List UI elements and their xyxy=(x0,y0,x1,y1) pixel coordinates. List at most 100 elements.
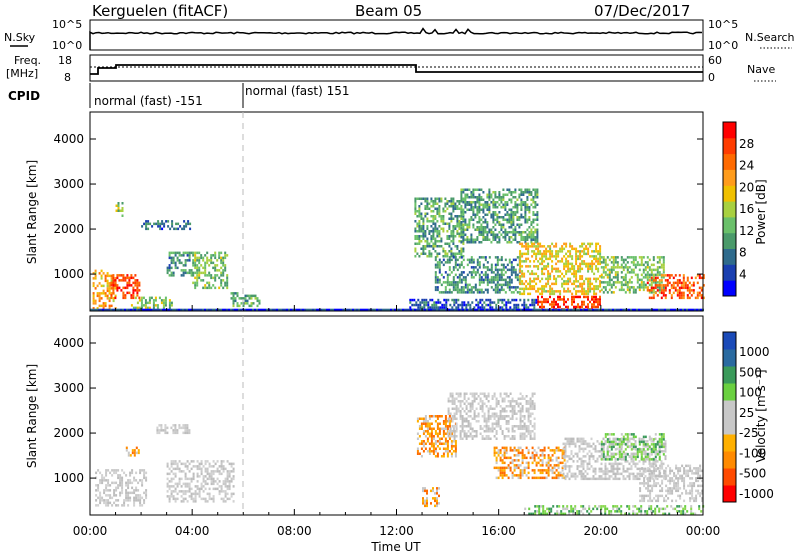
power-cell xyxy=(646,266,649,269)
power-cell xyxy=(480,223,483,226)
power-cell xyxy=(490,281,493,284)
power-cell xyxy=(130,274,133,277)
power-cell xyxy=(188,269,191,272)
velocity-cell xyxy=(200,482,203,486)
power-cell xyxy=(504,203,507,206)
velocity-cell xyxy=(497,476,500,480)
power-cell xyxy=(246,308,248,312)
power-cell xyxy=(561,285,564,288)
power-cell xyxy=(547,280,550,283)
power-cell xyxy=(507,298,510,302)
velocity-cell xyxy=(178,426,181,430)
power-cell xyxy=(531,255,534,258)
power-cell xyxy=(494,206,497,209)
velocity-cell xyxy=(438,415,441,418)
power-cell xyxy=(636,276,639,279)
velocity-cell xyxy=(632,462,635,466)
power-cell xyxy=(523,306,526,309)
power-cell xyxy=(216,259,219,262)
power-cell xyxy=(525,247,528,251)
velocity-cell xyxy=(618,457,621,461)
power-cell xyxy=(462,218,465,221)
power-cell xyxy=(426,308,428,312)
velocity-cell xyxy=(568,442,571,446)
power-cell xyxy=(600,261,603,264)
power-cell xyxy=(448,212,451,215)
velocity-cell xyxy=(451,435,454,438)
power-cell xyxy=(591,282,594,286)
power-cell xyxy=(533,285,536,288)
velocity-cell xyxy=(455,435,458,438)
power-cell xyxy=(640,278,643,282)
velocity-cell xyxy=(531,461,534,465)
velocity-cell xyxy=(99,481,102,485)
velocity-cell xyxy=(525,407,528,410)
power-cell xyxy=(581,292,584,296)
power-cell xyxy=(531,242,534,246)
velocity-cell xyxy=(184,497,187,501)
velocity-cell xyxy=(170,470,173,473)
power-cell xyxy=(494,211,497,214)
velocity-cell xyxy=(580,457,583,461)
power-cell xyxy=(426,242,429,245)
velocity-cell xyxy=(168,472,171,476)
power-cell xyxy=(446,252,449,255)
power-cell xyxy=(452,197,455,200)
power-cell xyxy=(592,308,594,312)
power-cell xyxy=(492,221,495,224)
velocity-cell xyxy=(519,407,522,410)
velocity-cell xyxy=(416,447,419,450)
power-cell xyxy=(634,258,637,262)
power-cell xyxy=(462,291,465,294)
velocity-cell xyxy=(584,455,587,458)
power-cell xyxy=(537,260,540,263)
velocity-cell xyxy=(424,422,427,425)
velocity-cell xyxy=(214,462,217,466)
velocity-cell xyxy=(501,407,504,410)
power-cell xyxy=(216,308,218,312)
power-cell xyxy=(180,254,183,257)
velocity-cell xyxy=(170,462,173,466)
power-cell xyxy=(206,308,208,312)
power-cell xyxy=(670,294,673,297)
velocity-cell xyxy=(200,485,203,488)
power-cell xyxy=(489,298,492,302)
velocity-cell xyxy=(186,426,189,430)
power-cell xyxy=(486,283,489,287)
power-cell xyxy=(436,232,439,235)
power-cell xyxy=(126,284,129,287)
power-cell xyxy=(478,226,481,229)
power-cell xyxy=(312,308,314,312)
power-cell xyxy=(553,267,556,271)
velocity-cell xyxy=(200,472,203,476)
power-cell xyxy=(499,306,502,309)
velocity-cell xyxy=(188,487,191,491)
power-cell xyxy=(614,273,617,277)
velocity-cell xyxy=(608,437,611,441)
power-cell xyxy=(462,231,465,234)
velocity-cell xyxy=(495,397,498,400)
velocity-cell xyxy=(483,420,486,423)
velocity-cell xyxy=(533,407,536,410)
velocity-cell xyxy=(513,412,516,415)
velocity-cell xyxy=(519,425,522,428)
power-cell xyxy=(506,283,509,287)
power-cell xyxy=(575,292,578,296)
power-cell xyxy=(610,261,613,264)
freq-label: Freq. xyxy=(14,54,41,67)
power-cell xyxy=(498,231,501,234)
power-cell xyxy=(502,263,505,267)
velocity-cell xyxy=(131,491,134,495)
velocity-cell xyxy=(630,467,633,471)
velocity-cell xyxy=(206,460,209,463)
power-cell xyxy=(118,279,121,282)
power-cell xyxy=(468,283,471,287)
power-cell xyxy=(698,276,701,280)
power-cell xyxy=(541,272,544,276)
velocity-cell xyxy=(139,479,142,482)
power-cell xyxy=(183,227,186,231)
power-cell xyxy=(440,220,443,223)
velocity-cell xyxy=(428,435,431,438)
velocity-cell xyxy=(531,469,534,472)
power-cell xyxy=(620,266,623,269)
